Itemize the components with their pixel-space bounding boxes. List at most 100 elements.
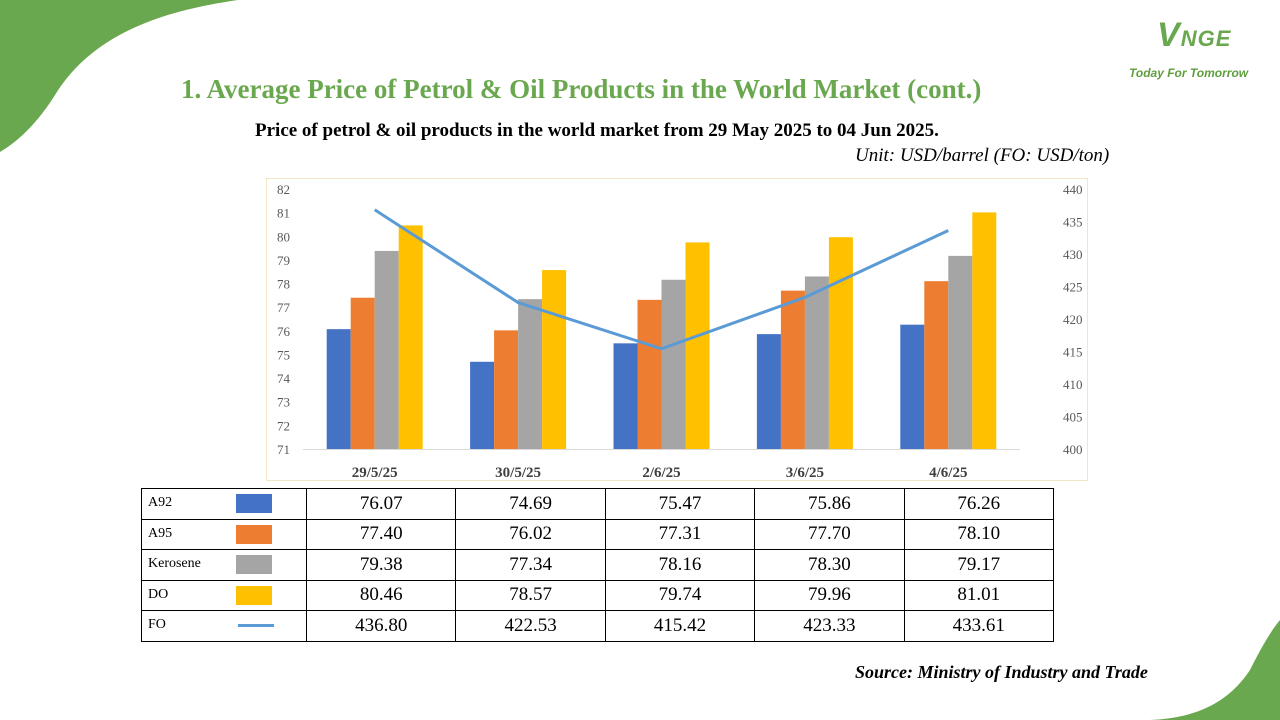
y-left-tick-label: 77 <box>277 300 291 315</box>
x-tick-label: 30/5/25 <box>495 465 541 481</box>
legend-color-key <box>236 585 272 605</box>
bar-kerosene <box>374 250 399 449</box>
table-cell: 77.34 <box>455 549 606 581</box>
chart-subtitle: Price of petrol & oil products in the wo… <box>255 120 939 141</box>
corner-decoration-bottom-right <box>1150 620 1280 720</box>
bar-kerosene <box>518 299 543 449</box>
bar-do <box>972 212 997 449</box>
table-cell: 78.10 <box>903 518 1055 550</box>
y-left-tick-label: 75 <box>277 347 290 362</box>
row-label-cell: A92 <box>141 488 307 520</box>
y-left-tick-label: 81 <box>277 206 290 221</box>
table-cell: 423.33 <box>754 610 905 642</box>
legend-line-key <box>238 624 274 627</box>
table-row: DO 80.46 78.57 79.74 79.96 81.01 <box>141 579 1055 611</box>
x-tick-label: 2/6/25 <box>642 465 680 481</box>
corner-decoration-top-left <box>0 0 238 152</box>
bar-do <box>828 237 853 449</box>
row-label-cell: DO <box>141 579 307 611</box>
row-label: A95 <box>148 525 173 541</box>
y-right-tick-label: 420 <box>1063 312 1083 327</box>
legend-color-key <box>236 524 272 544</box>
x-tick-label: 3/6/25 <box>786 465 824 481</box>
table-cell: 77.40 <box>305 518 457 550</box>
y-left-tick-label: 79 <box>277 253 290 268</box>
bar-a95 <box>780 290 805 449</box>
bar-a92 <box>613 343 638 449</box>
y-left-tick-label: 73 <box>277 395 290 410</box>
unit-label: Unit: USD/barrel (FO: USD/ton) <box>855 145 1110 166</box>
brand-logo: VNGE Today For Tomorrow <box>1125 14 1265 86</box>
y-left-tick-label: 82 <box>277 182 290 197</box>
data-table: A92 76.07 74.69 75.47 75.86 76.26 A95 77.40 76.0… <box>141 488 1055 642</box>
row-label: DO <box>148 586 169 602</box>
table-cell: 79.17 <box>903 549 1055 581</box>
bar-do <box>398 225 423 449</box>
y-left-tick-label: 80 <box>277 229 290 244</box>
y-left-tick-label: 71 <box>277 442 290 457</box>
table-cell: 75.47 <box>604 488 756 520</box>
x-tick-label: 4/6/25 <box>929 465 967 481</box>
source-note: Source: Ministry of Industry and Trade <box>855 662 1148 682</box>
table-cell: 75.86 <box>754 488 905 520</box>
bar-a95 <box>350 297 375 449</box>
y-right-tick-label: 400 <box>1063 442 1083 457</box>
y-right-tick-label: 410 <box>1063 377 1083 392</box>
y-left-tick-label: 74 <box>277 371 291 386</box>
bar-kerosene <box>804 276 829 449</box>
bar-a92 <box>756 334 781 449</box>
y-right-tick-label: 405 <box>1063 410 1083 425</box>
bar-kerosene <box>948 255 973 449</box>
table-cell: 78.57 <box>455 579 606 611</box>
y-right-tick-label: 425 <box>1063 280 1083 295</box>
table-cell: 415.42 <box>604 610 756 642</box>
table-cell: 77.31 <box>604 518 756 550</box>
legend-color-key <box>236 555 272 574</box>
table-row: Kerosene 79.38 77.34 78.16 78.30 79.17 <box>141 549 1055 581</box>
bar-do <box>542 270 567 449</box>
bar-do <box>685 242 710 449</box>
table-cell: 77.70 <box>754 518 905 550</box>
price-chart: 71 72 73 74 75 76 77 78 79 80 81 82 400 405 410 415 420 4… <box>277 182 1083 481</box>
bar-a95 <box>924 281 949 449</box>
table-cell: 80.46 <box>305 579 457 611</box>
y-right-tick-label: 435 <box>1063 215 1083 230</box>
row-label: FO <box>148 617 166 632</box>
table-cell: 76.07 <box>305 488 457 520</box>
table-row: FO 436.80 422.53 415.42 423.33 433.61 <box>141 610 1055 642</box>
chart-container: 71 72 73 74 75 76 77 78 79 80 81 82 400 405 410 415 420 4… <box>266 178 1088 481</box>
y-left-tick-label: 72 <box>277 418 290 433</box>
y-left-tick-label: 76 <box>277 324 291 339</box>
y-right-tick-label: 430 <box>1063 247 1083 262</box>
bar-a92 <box>326 329 351 449</box>
bar-a92 <box>470 361 495 449</box>
table-cell: 78.30 <box>754 549 905 581</box>
table-cell: 78.16 <box>604 549 756 581</box>
bar-kerosene <box>661 279 686 449</box>
logo-letter: V <box>1157 16 1181 54</box>
legend-color-key <box>236 494 272 513</box>
y-right-tick-label: 415 <box>1063 345 1083 360</box>
y-right-tick-label: 440 <box>1063 182 1083 197</box>
logo-letters: NGE <box>1180 26 1232 51</box>
table-cell: 76.02 <box>455 518 606 550</box>
table-row: A95 77.40 76.02 77.31 77.70 78.10 <box>141 518 1055 550</box>
row-label: A92 <box>148 495 173 510</box>
y-left-tick-label: 78 <box>277 277 290 292</box>
row-label-cell: Kerosene <box>141 549 307 581</box>
table-cell: 79.38 <box>305 549 457 581</box>
row-label: Kerosene <box>148 556 201 571</box>
table-cell: 74.69 <box>455 488 606 520</box>
table-cell: 81.01 <box>903 579 1055 611</box>
table-cell: 422.53 <box>455 610 606 642</box>
table-cell: 79.74 <box>604 579 756 611</box>
bar-a92 <box>900 324 925 449</box>
table-row: A92 76.07 74.69 75.47 75.86 76.26 <box>141 488 1055 520</box>
bar-a95 <box>637 299 662 449</box>
bar-a95 <box>494 330 519 449</box>
row-label-cell: FO <box>141 610 307 642</box>
row-label-cell: A95 <box>141 518 307 550</box>
table-cell: 436.80 <box>305 610 457 642</box>
table-cell: 433.61 <box>903 610 1055 642</box>
table-cell: 76.26 <box>903 488 1055 520</box>
